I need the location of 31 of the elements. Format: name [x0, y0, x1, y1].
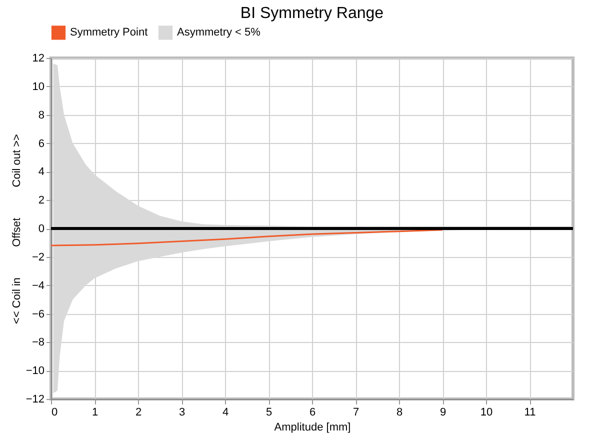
- line-series: [50, 229, 444, 246]
- y-tick-label: 6: [38, 138, 44, 150]
- x-tick-label: 0: [52, 406, 58, 418]
- y-tick-label: −8: [32, 336, 44, 349]
- x-tick-label: 3: [178, 406, 186, 418]
- y-tick-label: −6: [32, 308, 44, 320]
- x-tick-label: 7: [352, 406, 360, 418]
- chart-title: BI Symmetry Range: [240, 5, 384, 22]
- y-tick-label: −12: [26, 394, 44, 406]
- x-tick-label: 1: [92, 406, 98, 418]
- x-tick-label: 6: [309, 406, 316, 418]
- x-tick-label: 4: [222, 406, 229, 418]
- y-tick-label: −2: [32, 251, 44, 264]
- x-tick-label: 9: [440, 406, 446, 418]
- y-tick-label: −4: [32, 280, 44, 292]
- legend-label: Asymmetry < 5%: [177, 26, 261, 39]
- x-tick-label: 11: [524, 406, 536, 418]
- x-tick-label: 2: [135, 406, 142, 418]
- y-tick-label: 2: [38, 194, 44, 207]
- x-axis-title: Amplitude [mm]: [274, 422, 351, 434]
- x-tick-label: 10: [480, 406, 493, 418]
- y-tick-label: −10: [26, 365, 44, 378]
- x-tick-label: 8: [396, 406, 403, 418]
- y-tick-label: 8: [38, 109, 44, 122]
- y-tick-label: 12: [32, 52, 44, 64]
- y-tick-label: 0: [38, 223, 44, 235]
- y-tick-label: 4: [38, 166, 44, 178]
- x-tick-label: 5: [266, 406, 272, 418]
- y-tick-label: 10: [32, 80, 44, 93]
- y-axis-title: << Coil in Offset Coil out >>: [10, 134, 23, 324]
- legend-label: Symmetry Point: [70, 26, 148, 39]
